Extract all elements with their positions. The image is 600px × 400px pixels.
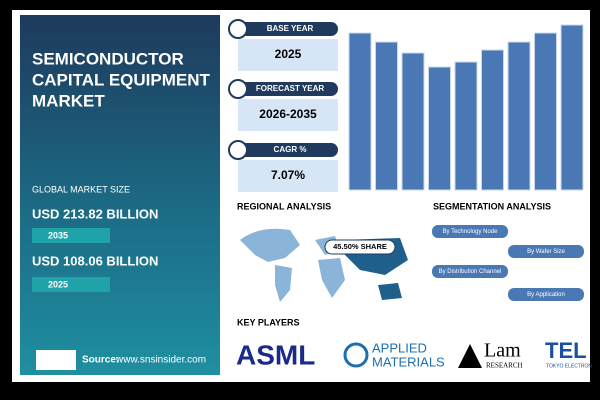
bar [481, 49, 504, 191]
year-badge [32, 277, 110, 292]
logo: ASML [236, 339, 315, 370]
source-label: Source: [82, 355, 119, 366]
card-value: 7.07% [271, 168, 305, 182]
segment-label: By Application [527, 292, 565, 298]
segment-pill [508, 245, 584, 258]
share-pill [324, 239, 396, 255]
source-logo [36, 350, 76, 370]
card-label: CAGR % [274, 145, 307, 154]
segment-label: By Technology Node [443, 229, 499, 235]
south-america [275, 265, 292, 302]
card-body [238, 160, 338, 192]
logo-icon [458, 344, 482, 368]
card-icon [228, 79, 248, 99]
year-badge [32, 228, 110, 243]
card-icon [228, 140, 248, 160]
card-header [238, 22, 338, 36]
logo: APPLIED [372, 340, 427, 355]
logo-sub: MATERIALS [372, 354, 445, 369]
title: MARKET [32, 91, 105, 110]
card-body [238, 99, 338, 131]
card-header [238, 82, 338, 96]
card-body [238, 39, 338, 71]
world-map [240, 228, 408, 302]
africa [318, 258, 345, 298]
card-label: BASE YEAR [267, 24, 314, 33]
logo-sub: TOKYO ELECTRON [546, 363, 592, 369]
card-label: FORECAST YEAR [256, 84, 325, 93]
market-year: 2035 [48, 230, 68, 240]
section-title: SEGMENTATION ANALYSIS [433, 201, 551, 211]
card-header [238, 143, 338, 157]
bar [348, 32, 372, 191]
market-value: USD 213.82 BILLION [32, 206, 158, 221]
title: SEMICONDUCTOR [32, 49, 184, 68]
logo-icon [343, 342, 369, 368]
north-america [240, 228, 300, 262]
segment-pill [432, 225, 508, 238]
bar [507, 41, 531, 191]
bar [534, 32, 557, 191]
market-value: USD 108.06 BILLION [32, 253, 158, 268]
source-url: www.snsinsider.com [115, 355, 206, 366]
title: CAPITAL EQUIPMENT [32, 70, 210, 89]
logo-sub: RESEARCH [486, 362, 523, 370]
bar [401, 52, 425, 191]
logo: Lam [484, 340, 521, 362]
share-label: 45.50% SHARE [333, 242, 387, 251]
card-value: 2026-2035 [259, 107, 317, 121]
bar [454, 61, 478, 191]
segment-label: By Distribution Channel [439, 269, 502, 275]
side-panel [20, 15, 220, 375]
oceania [378, 283, 402, 300]
card-icon [228, 19, 248, 39]
segment-pill [508, 288, 584, 301]
section-title: KEY PLAYERS [237, 317, 300, 327]
logo: TEL [545, 338, 587, 363]
section-title: REGIONAL ANALYSIS [237, 201, 331, 211]
bar [428, 66, 451, 191]
bar [560, 24, 584, 191]
segment-label: By Wafer Size [527, 249, 565, 255]
market-year: 2025 [48, 279, 68, 289]
segment-pill [432, 265, 508, 278]
bar [375, 41, 398, 191]
card-value: 2025 [275, 47, 302, 61]
market-label: GLOBAL MARKET SIZE [32, 184, 130, 194]
